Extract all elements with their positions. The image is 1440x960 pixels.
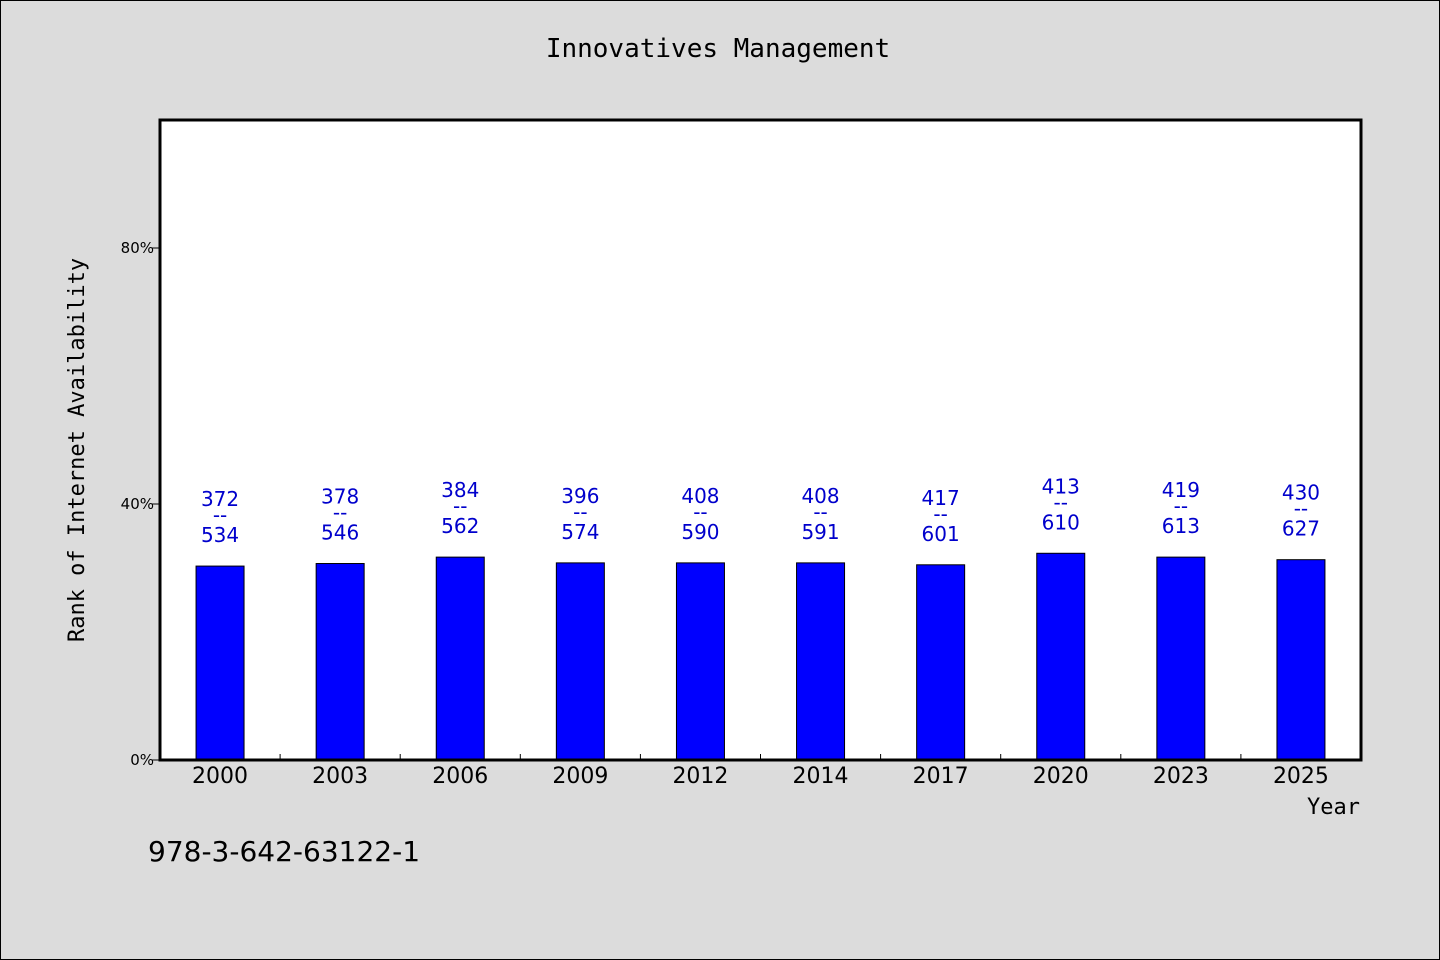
- data-label-separator: --: [1294, 497, 1308, 521]
- data-label-separator: --: [813, 500, 827, 524]
- x-tick-label: 2020: [1033, 764, 1089, 789]
- x-axis-title: Year: [1307, 795, 1360, 820]
- x-tick-label: 2003: [312, 764, 368, 789]
- bar: [315, 563, 365, 761]
- data-label-top: 384: [441, 478, 479, 502]
- data-label-bottom: 590: [681, 520, 719, 544]
- data-label-bottom: 534: [201, 523, 239, 547]
- data-label-top: 417: [922, 486, 960, 510]
- plot-border: [158, 118, 1363, 762]
- data-label-top: 413: [1042, 474, 1080, 498]
- x-tick-label: 2014: [793, 764, 849, 789]
- data-label-top: 396: [561, 484, 599, 508]
- x-tick-label: 2006: [432, 764, 488, 789]
- bar: [555, 562, 605, 761]
- data-label-top: 430: [1282, 481, 1320, 505]
- data-label-bottom: 562: [441, 514, 479, 538]
- data-label-top: 408: [801, 484, 839, 508]
- data-label-bottom: 574: [561, 520, 599, 544]
- y-axis-title: Rank of Internet Availability: [65, 258, 90, 642]
- data-label-separator: --: [933, 502, 947, 526]
- data-label-bottom: 601: [922, 522, 960, 546]
- x-tick-label: 2009: [552, 764, 608, 789]
- data-label-separator: --: [1174, 494, 1188, 518]
- bar: [675, 562, 725, 761]
- y-tick-label: 40%: [121, 495, 154, 513]
- data-label-bottom: 627: [1282, 517, 1320, 541]
- data-label-separator: --: [453, 494, 467, 518]
- plot-area-group: 0%40%80%534--3722000546--3782003562--384…: [65, 118, 1363, 789]
- x-tick-label: 2012: [672, 764, 728, 789]
- bar: [435, 556, 485, 761]
- x-tick-label: 2000: [192, 764, 248, 789]
- data-label-separator: --: [213, 503, 227, 527]
- x-tick-label: 2017: [913, 764, 969, 789]
- chart-title: Innovatives Management: [545, 34, 891, 64]
- y-tick-label: 0%: [130, 751, 154, 769]
- data-label-top: 372: [201, 487, 239, 511]
- bar: [796, 562, 846, 761]
- data-label-bottom: 613: [1162, 514, 1200, 538]
- y-tick-label: 80%: [121, 239, 154, 257]
- data-label-bottom: 591: [801, 520, 839, 544]
- data-label-bottom: 610: [1042, 510, 1080, 534]
- bar: [1276, 559, 1326, 761]
- data-label-separator: --: [1054, 490, 1068, 514]
- bar: [1156, 556, 1206, 761]
- bar: [1036, 552, 1086, 761]
- data-label-separator: --: [573, 500, 587, 524]
- data-label-separator: --: [693, 500, 707, 524]
- data-label-separator: --: [333, 501, 347, 525]
- data-label-top: 408: [681, 484, 719, 508]
- x-tick-label: 2025: [1273, 764, 1329, 789]
- data-label-bottom: 546: [321, 521, 359, 545]
- data-label-top: 419: [1162, 478, 1200, 502]
- bar: [195, 565, 245, 761]
- data-label-top: 378: [321, 485, 359, 509]
- isbn-text: 978-3-642-63122-1: [148, 835, 421, 868]
- x-tick-label: 2023: [1153, 764, 1209, 789]
- bar: [916, 564, 966, 761]
